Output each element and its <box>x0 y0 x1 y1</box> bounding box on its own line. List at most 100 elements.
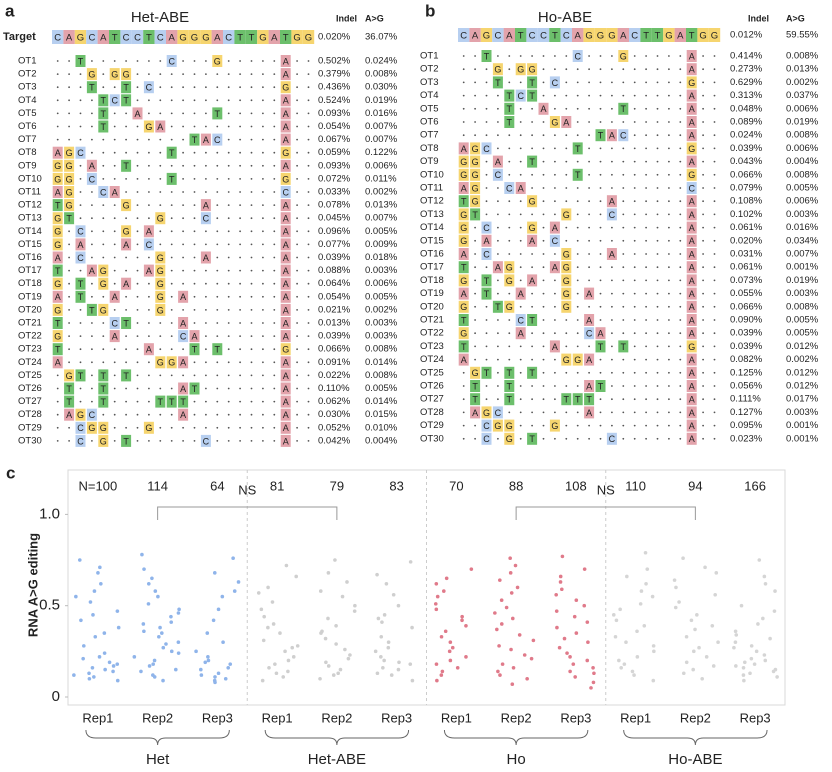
match-dot <box>679 239 682 242</box>
base: A <box>283 371 289 381</box>
data-point <box>638 602 643 606</box>
panel-label: a <box>5 1 15 20</box>
match-dot <box>216 151 219 154</box>
match-dot <box>182 164 185 167</box>
match-dot <box>91 243 93 246</box>
data-point <box>212 678 217 683</box>
match-dot <box>645 424 647 427</box>
base: A <box>157 122 163 132</box>
match-dot <box>239 348 242 351</box>
row-label: OT1 <box>420 51 438 62</box>
match-dot <box>296 426 298 429</box>
base: T <box>215 345 221 355</box>
match-dot <box>239 426 242 429</box>
match-dot <box>148 387 150 390</box>
match-dot <box>542 385 545 387</box>
match-dot <box>702 292 704 295</box>
row-label: OT18 <box>420 275 444 286</box>
base: T <box>529 91 535 101</box>
match-dot <box>113 164 116 167</box>
row-label: OT4 <box>18 95 36 106</box>
match-dot <box>599 371 602 374</box>
match-dot <box>56 138 59 141</box>
match-dot <box>531 107 533 110</box>
match-dot <box>216 125 219 128</box>
base: A <box>283 292 289 302</box>
mismatch-box <box>121 68 132 81</box>
match-dot <box>622 371 625 374</box>
match-dot <box>645 81 647 84</box>
match-dot <box>519 424 522 427</box>
base: A <box>283 69 289 79</box>
match-dot <box>296 374 298 377</box>
match-dot <box>102 322 105 324</box>
row-label: OT5 <box>18 108 36 119</box>
mismatch-box <box>75 146 86 159</box>
row-label: OT6 <box>18 121 36 132</box>
base-box <box>86 30 98 44</box>
match-dot <box>576 200 579 203</box>
match-dot <box>296 335 298 337</box>
match-dot <box>68 335 70 337</box>
base: A <box>689 65 695 75</box>
mismatch-box <box>458 314 469 326</box>
mismatch-box <box>686 327 697 340</box>
data-point <box>464 623 468 628</box>
mismatch-box <box>686 195 697 208</box>
base: C <box>203 436 210 446</box>
match-dot <box>713 279 716 282</box>
mismatch-box <box>481 274 492 287</box>
match-dot <box>216 256 219 259</box>
match-dot <box>565 371 568 374</box>
match-dot <box>182 191 185 193</box>
mismatch-box <box>280 434 291 447</box>
match-dot <box>668 253 670 255</box>
match-dot <box>485 94 488 97</box>
mismatch-box <box>686 287 697 300</box>
mismatch-box <box>52 330 63 343</box>
match-dot <box>136 73 139 75</box>
match-dot <box>205 269 207 272</box>
match-dot <box>216 322 219 324</box>
mismatch-box <box>52 290 63 303</box>
match-dot <box>273 151 276 154</box>
match-dot <box>702 319 704 321</box>
match-dot <box>542 345 545 348</box>
match-dot <box>227 243 230 246</box>
base: G <box>88 423 95 433</box>
base: A <box>283 358 289 368</box>
mismatch-box <box>504 261 515 274</box>
mismatch-box <box>618 340 629 353</box>
mismatch-box <box>572 50 583 62</box>
indel-value: 0.013% <box>318 318 351 329</box>
match-dot <box>599 279 602 282</box>
ag-value: 0.007% <box>365 213 398 224</box>
match-dot <box>565 107 568 110</box>
rep-label: Rep1 <box>441 710 472 725</box>
mismatch-box <box>280 330 291 343</box>
match-dot <box>611 173 613 176</box>
match-dot <box>679 187 682 189</box>
match-dot <box>68 99 70 102</box>
ag-value: 0.016% <box>365 108 398 119</box>
match-dot <box>656 358 659 361</box>
base-box <box>537 28 550 42</box>
data-point <box>72 673 76 677</box>
match-dot <box>633 187 636 189</box>
base: T <box>123 371 129 381</box>
match-dot <box>497 279 499 282</box>
match-dot <box>497 332 499 335</box>
mismatch-box <box>280 199 291 212</box>
base-box <box>503 28 515 42</box>
base: G <box>585 31 592 42</box>
match-dot <box>599 292 602 295</box>
match-dot <box>262 440 264 442</box>
base: A <box>689 263 695 273</box>
comparison-bracket <box>515 506 696 520</box>
data-point <box>228 662 233 666</box>
match-dot <box>307 217 310 220</box>
match-dot <box>262 178 264 180</box>
mismatch-box <box>492 300 503 313</box>
mismatch-box <box>606 432 617 445</box>
base: A <box>55 148 61 158</box>
